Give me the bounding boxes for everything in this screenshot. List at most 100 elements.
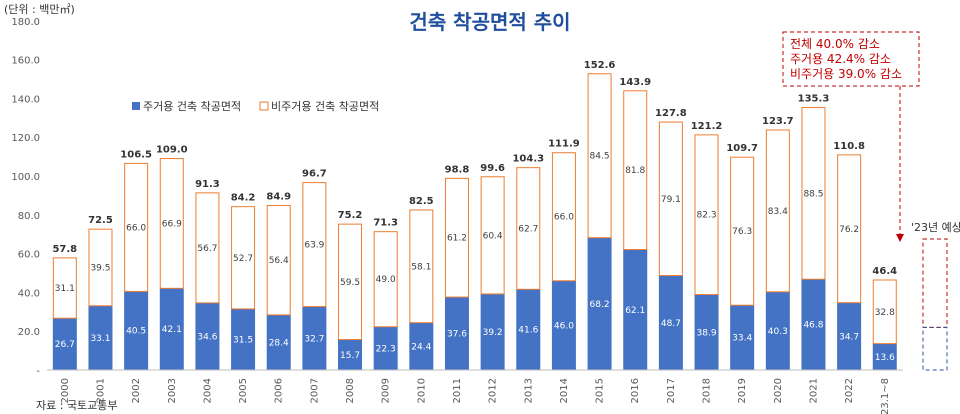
legend-swatch-residential — [132, 102, 140, 110]
label-total: 123.7 — [762, 116, 794, 127]
legend-label-residential: 주거용 건축 착공면적 — [143, 100, 241, 113]
label-residential: 32.7 — [304, 334, 324, 344]
bar-nonresidential-2005 — [231, 206, 256, 310]
x-tick-label: 2002 — [131, 378, 142, 403]
bar-nonresidential-2004 — [195, 192, 220, 304]
label-residential: 22.3 — [376, 344, 396, 354]
x-tick-label: 2018 — [702, 378, 713, 403]
label-residential: 39.2 — [483, 328, 503, 338]
bar-residential-2020 — [765, 291, 790, 370]
label-total: 127.8 — [655, 108, 687, 119]
bar-residential-2017 — [658, 275, 683, 370]
x-axis: 2000 2001 2002 2003 2004 2005 2006 2007 2008 2009… — [47, 369, 903, 414]
y-tick-label: 100.0 — [11, 172, 40, 183]
bar-nonresidential-2018 — [694, 134, 719, 296]
label-residential: 33.1 — [90, 334, 110, 344]
y-tick-label: 160.0 — [11, 56, 40, 67]
bar-nonresidential-2020 — [765, 129, 790, 293]
bar-nonresidential-2006 — [266, 204, 291, 316]
bar-residential-2013 — [516, 289, 541, 370]
bar-residential-2019 — [730, 305, 755, 370]
label-total: 111.9 — [548, 139, 580, 150]
x-tick-label: 2010 — [416, 378, 427, 403]
label-residential: 34.7 — [839, 332, 859, 342]
y-tick-label: 140.0 — [11, 94, 40, 105]
label-residential: 13.6 — [875, 353, 895, 363]
label-residential: 46.0 — [554, 321, 574, 331]
bar-nonresidential-2016 — [623, 90, 648, 251]
y-tick-label: 40.0 — [18, 288, 40, 299]
bar-nonresidential-2013 — [516, 167, 541, 290]
unit-label: (단위 : 백만㎡) — [4, 3, 75, 16]
label-residential: 40.3 — [768, 327, 788, 337]
x-tick-label: 2017 — [666, 378, 677, 403]
x-tick-label: 2012 — [488, 378, 499, 403]
bar-residential-2008 — [338, 339, 363, 370]
x-tick-label: 2015 — [595, 378, 606, 403]
source-label: 자료 : 국토교통부 — [36, 399, 118, 412]
bar-nonresidential-2021 — [801, 107, 826, 280]
label-nonresidential: 59.5 — [340, 278, 360, 288]
annotation-line-2: 주거용 42.4% 감소 — [790, 52, 891, 66]
bar-nonresidential-2012 — [480, 176, 505, 295]
bar-residential-2000 — [52, 318, 77, 370]
bar-nonresidential-2017 — [658, 121, 683, 277]
label-total: 98.8 — [445, 164, 470, 175]
x-tick-label: 2007 — [309, 378, 320, 403]
label-residential: 26.7 — [55, 340, 75, 350]
label-nonresidential: 76.3 — [732, 227, 752, 237]
x-tick-label: 2021 — [808, 378, 819, 403]
bar-nonresidential-2015 — [587, 73, 612, 239]
label-nonresidential: 66.0 — [554, 213, 574, 223]
label-nonresidential: 56.7 — [197, 244, 217, 254]
label-nonresidential: 66.0 — [126, 223, 146, 233]
bar-nonresidential-2008 — [338, 223, 363, 341]
bar-residential-2007 — [302, 306, 327, 370]
label-total: 96.7 — [302, 169, 327, 180]
label-residential: 33.4 — [732, 334, 752, 344]
y-tick-label: 60.0 — [18, 250, 40, 261]
annotation-border — [782, 31, 920, 87]
label-total: 143.9 — [619, 77, 651, 88]
label-total: 84.2 — [231, 193, 256, 204]
label-residential: 24.4 — [411, 342, 431, 352]
bar-residential-2015 — [587, 237, 612, 370]
annotation-box: 전체 40.0% 감소 주거용 42.4% 감소 비주거용 39.0% 감소 — [782, 31, 920, 242]
x-tick-label: 2011 — [452, 378, 463, 403]
label-nonresidential: 61.2 — [447, 234, 467, 244]
bar-residential-2004 — [195, 302, 220, 370]
label-residential: 38.9 — [697, 328, 717, 338]
label-total: 72.5 — [88, 215, 113, 226]
label-residential: 48.7 — [661, 319, 681, 329]
label-total: 71.3 — [373, 218, 398, 229]
label-nonresidential: 49.0 — [376, 275, 396, 285]
x-tick-label: 2019 — [737, 378, 748, 403]
label-nonresidential: 63.9 — [304, 241, 324, 251]
label-nonresidential: 60.4 — [483, 231, 503, 241]
bars: 26.7 31.1 57.8 33.1 39.5 72.5 40.5 66.0 106.5 42.… — [52, 60, 897, 370]
bar-residential-2003 — [159, 288, 184, 370]
bar-nonresidential-2000 — [52, 257, 77, 319]
label-nonresidential: 83.4 — [768, 207, 788, 217]
label-nonresidential: 82.3 — [697, 211, 717, 221]
label-nonresidential: 39.5 — [90, 263, 110, 273]
label-total: 104.3 — [512, 154, 544, 165]
x-tick-label: 2020 — [773, 378, 784, 403]
y-axis: - 20.0 40.0 60.0 80.0 100.0 120.0 140.0 160.0 180… — [11, 17, 40, 377]
label-nonresidential: 52.7 — [233, 254, 253, 264]
label-total: 99.6 — [480, 163, 505, 174]
x-tick-label: 2004 — [202, 378, 213, 403]
annotation-arrow-head — [896, 234, 904, 242]
bar-nonresidential-2023.1~8 — [872, 279, 897, 345]
label-total: 109.0 — [156, 145, 188, 156]
bar-nonresidential-2002 — [124, 162, 149, 292]
label-total: 84.9 — [266, 191, 291, 202]
label-nonresidential: 62.7 — [518, 224, 538, 234]
label-total: 121.2 — [691, 121, 723, 132]
bar-residential-2018 — [694, 294, 719, 370]
bar-residential-2010 — [409, 322, 434, 370]
x-tick-label: 2006 — [274, 378, 285, 403]
label-nonresidential: 58.1 — [411, 262, 431, 272]
label-total: 46.4 — [872, 266, 897, 277]
label-total: 109.7 — [726, 143, 758, 154]
